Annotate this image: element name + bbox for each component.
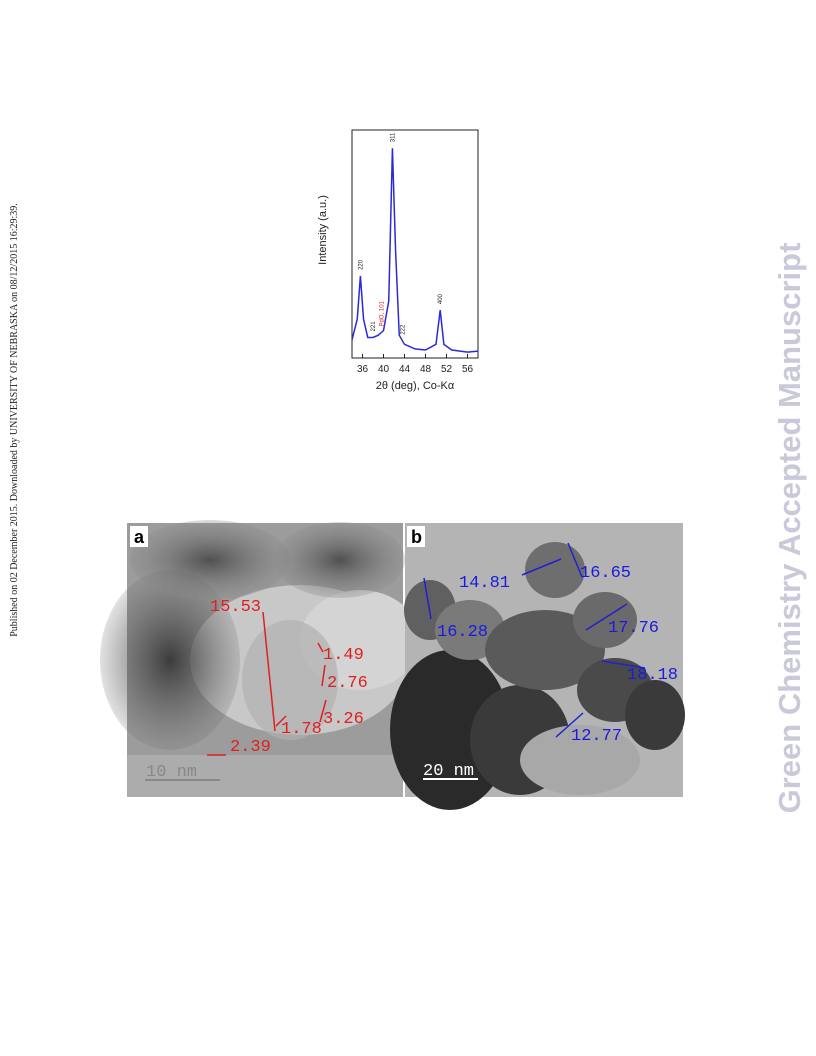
peak-label: 400 (438, 293, 444, 304)
tem-region (520, 725, 640, 795)
measurement: 1.78 (281, 720, 322, 739)
xrd-chart: 2θ (deg), Co-Kα Intensity (a.u.) 36 40 44 4… (317, 129, 479, 392)
watermark: Green Chemistry Accepted Manuscript (772, 243, 807, 814)
tem-particle (100, 570, 240, 750)
x-tick-label: 36 (357, 364, 369, 375)
measurement: 14.81 (459, 574, 510, 593)
tem-particle (130, 520, 290, 600)
xrd-line (351, 148, 479, 353)
measure-lines (423, 542, 646, 738)
y-axis-label: Intensity (a.u.) (317, 195, 329, 265)
measurement: 2.39 (230, 738, 271, 757)
x-tick-label: 52 (441, 364, 453, 375)
x-tick-label: 48 (420, 364, 432, 375)
measurement: 3.26 (323, 710, 364, 729)
peak-label: 222 (400, 324, 406, 335)
measure-lines (207, 611, 327, 756)
tem-particle (625, 680, 685, 750)
peak-label: 311 (390, 132, 396, 142)
measurement: 17.76 (608, 619, 659, 638)
tem-particle (242, 620, 338, 740)
tem-particle (485, 610, 605, 690)
peak-label: 221 (371, 321, 377, 332)
measurement: 16.28 (437, 623, 488, 642)
measurement: 2.76 (327, 674, 368, 693)
measurement: 15.53 (210, 598, 261, 617)
panel-label: b (411, 527, 422, 547)
x-tick-label: 44 (399, 364, 411, 375)
plot-frame (351, 129, 479, 359)
panel-label-box (407, 526, 425, 547)
measurement: 12.77 (571, 727, 622, 746)
measurement: 18.18 (627, 666, 678, 685)
measurement: 1.49 (323, 646, 364, 665)
side-note: Published on 02 December 2015. Downloade… (9, 203, 20, 637)
tem-region (127, 755, 403, 797)
panel-label: a (134, 527, 145, 547)
scale-label: 20 nm (423, 762, 474, 781)
x-axis-label: 2θ (deg), Co-Kα (376, 380, 455, 392)
peak-label: PdO, 101 (379, 300, 385, 326)
tem-particle (525, 542, 585, 598)
panel-label-box (130, 526, 148, 547)
x-tick-label: 40 (378, 364, 390, 375)
tem-particle (275, 522, 405, 598)
measurement: 16.65 (580, 564, 631, 583)
peak-label: 220 (358, 259, 364, 270)
scale-label: 10 nm (146, 763, 197, 782)
tem-panel-a: 15.53 1.49 2.76 3.26 1.78 2.39 10 nm a (100, 520, 420, 797)
x-tick-label: 56 (462, 364, 474, 375)
tem-particle (573, 592, 637, 648)
tem-panel-b: 14.81 16.65 16.28 17.76 18.18 12.77 20 n… (390, 523, 685, 810)
